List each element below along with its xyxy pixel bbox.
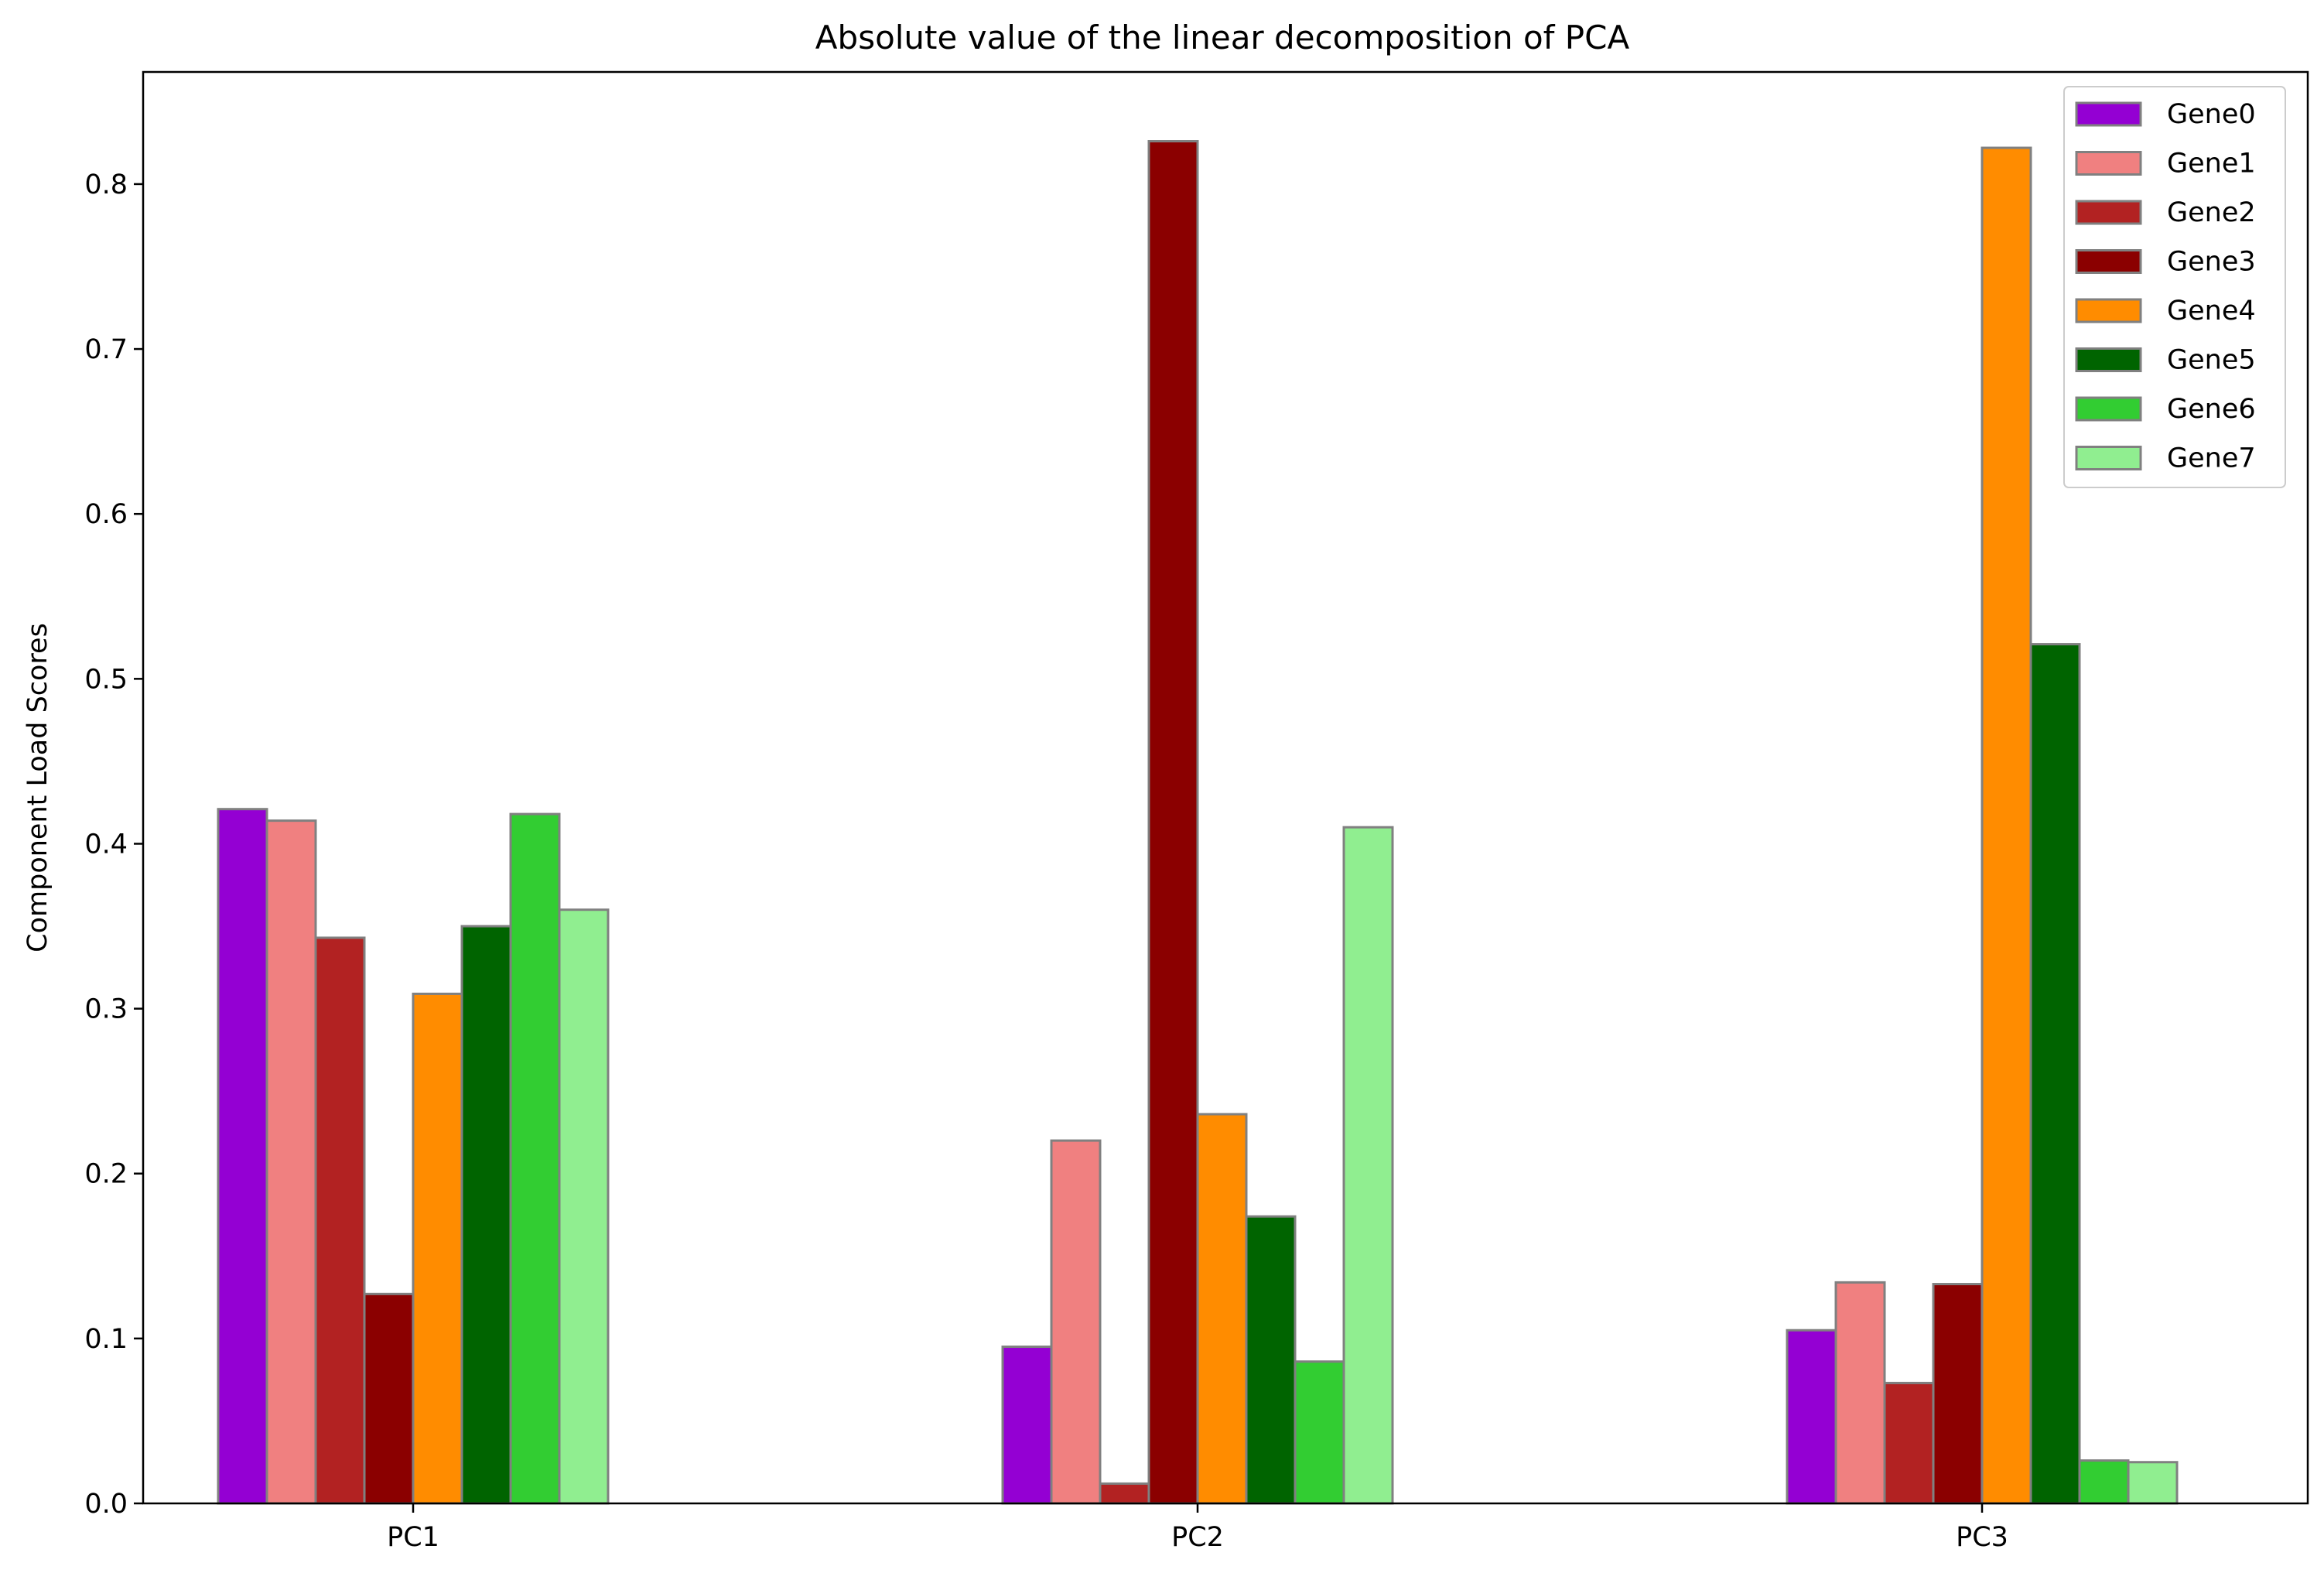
bar-gene5-pc3 <box>2029 643 2081 1505</box>
bar-gene3-pc2 <box>1147 140 1199 1505</box>
bar-gene2-pc3 <box>1883 1381 1935 1505</box>
plot-frame <box>142 70 2309 1505</box>
x-tick-label: PC2 <box>1171 1522 1224 1553</box>
y-tick-label: 0.6 <box>84 499 128 530</box>
legend-label-gene0: Gene0 <box>2167 99 2256 130</box>
y-tick-label: 0.7 <box>84 334 128 365</box>
bar-gene7-pc3 <box>2127 1461 2179 1505</box>
legend-swatch-gene1 <box>2075 151 2142 176</box>
x-tick-label: PC3 <box>1956 1522 2008 1553</box>
legend-label-gene7: Gene7 <box>2167 443 2256 474</box>
legend-label-gene2: Gene2 <box>2167 197 2256 228</box>
axes-group: 0.0 0.1 0.2 0.3 0.4 0.5 0.6 0.7 0.8 PC1 PC2 PC3 <box>84 70 2309 1553</box>
y-tick-label: 0.2 <box>84 1159 128 1190</box>
legend-label-gene6: Gene6 <box>2167 394 2256 425</box>
bar-gene1-pc3 <box>1834 1281 1886 1505</box>
bar-gene7-pc1 <box>558 908 610 1505</box>
bar-gene6-pc1 <box>509 812 561 1505</box>
bar-gene0-pc1 <box>217 808 268 1505</box>
bar-gene1-pc1 <box>265 819 317 1505</box>
legend-swatch-gene4 <box>2075 298 2142 323</box>
y-tick-label: 0.4 <box>84 829 128 860</box>
chart-title: Absolute value of the linear decompositi… <box>815 19 1630 56</box>
bar-gene5-pc2 <box>1245 1215 1297 1505</box>
legend-swatch-gene2 <box>2075 200 2142 225</box>
y-tick-label: 0.1 <box>84 1324 128 1355</box>
legend-swatch-gene3 <box>2075 249 2142 274</box>
legend-swatch-gene0 <box>2075 101 2142 127</box>
bar-gene7-pc2 <box>1342 826 1394 1505</box>
bar-gene6-pc3 <box>2078 1459 2130 1505</box>
bar-gene3-pc3 <box>1932 1283 1984 1505</box>
bar-gene4-pc3 <box>1981 146 2032 1505</box>
legend-label-gene1: Gene1 <box>2167 149 2256 180</box>
legend-swatch-gene5 <box>2075 347 2142 372</box>
bars-group <box>217 140 2179 1505</box>
bar-gene4-pc2 <box>1196 1113 1248 1505</box>
legend-label-gene5: Gene5 <box>2167 345 2256 376</box>
legend-swatch-gene7 <box>2075 446 2142 470</box>
y-tick-label: 0.8 <box>84 169 128 200</box>
y-axis-label: Component Load Scores <box>22 623 53 952</box>
legend-swatch-gene6 <box>2075 396 2142 422</box>
bar-gene6-pc2 <box>1294 1360 1345 1505</box>
bar-gene0-pc3 <box>1786 1329 1837 1505</box>
bar-gene1-pc2 <box>1050 1139 1102 1505</box>
bar-gene4-pc1 <box>412 992 463 1505</box>
y-tick-label: 0.3 <box>84 994 128 1025</box>
bar-gene5-pc1 <box>460 925 512 1505</box>
legend-label-gene3: Gene3 <box>2167 247 2256 278</box>
bar-gene0-pc2 <box>1001 1346 1053 1505</box>
bar-gene3-pc1 <box>363 1292 415 1505</box>
x-tick-label: PC1 <box>387 1522 439 1553</box>
legend-box <box>2063 86 2286 488</box>
legend: Gene0 Gene1 Gene2 Gene3 Gene4 Gene5 Gene6 Gene7 <box>2063 86 2286 488</box>
y-tick-label: 0.0 <box>84 1489 128 1520</box>
bar-gene2-pc2 <box>1099 1482 1150 1505</box>
y-tick-label: 0.5 <box>84 664 128 695</box>
bar-gene2-pc1 <box>314 936 366 1505</box>
legend-label-gene4: Gene4 <box>2167 296 2256 327</box>
